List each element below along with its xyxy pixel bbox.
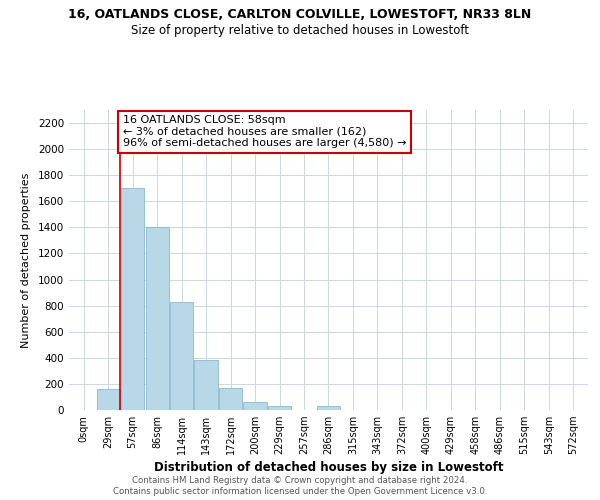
Bar <box>317 406 340 410</box>
Text: Contains public sector information licensed under the Open Government Licence v3: Contains public sector information licen… <box>113 487 487 496</box>
Bar <box>121 188 144 410</box>
Text: 16 OATLANDS CLOSE: 58sqm
← 3% of detached houses are smaller (162)
96% of semi-d: 16 OATLANDS CLOSE: 58sqm ← 3% of detache… <box>123 115 406 148</box>
Y-axis label: Number of detached properties: Number of detached properties <box>21 172 31 348</box>
Bar <box>97 389 120 410</box>
X-axis label: Distribution of detached houses by size in Lowestoft: Distribution of detached houses by size … <box>154 462 503 474</box>
Bar <box>170 302 193 410</box>
Bar <box>244 402 266 410</box>
Bar <box>219 388 242 410</box>
Text: 16, OATLANDS CLOSE, CARLTON COLVILLE, LOWESTOFT, NR33 8LN: 16, OATLANDS CLOSE, CARLTON COLVILLE, LO… <box>68 8 532 20</box>
Bar <box>194 360 218 410</box>
Bar <box>268 406 291 410</box>
Text: Size of property relative to detached houses in Lowestoft: Size of property relative to detached ho… <box>131 24 469 37</box>
Bar <box>146 228 169 410</box>
Text: Contains HM Land Registry data © Crown copyright and database right 2024.: Contains HM Land Registry data © Crown c… <box>132 476 468 485</box>
